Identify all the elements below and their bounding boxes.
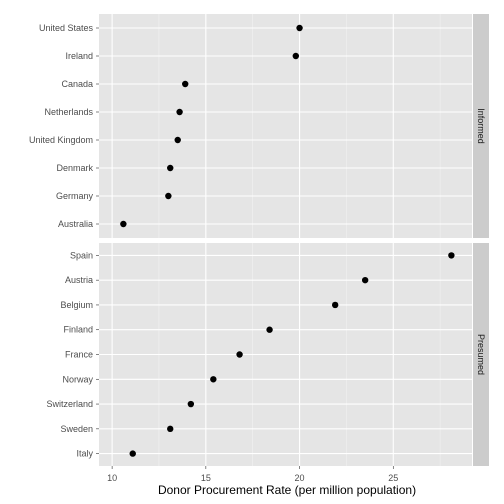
panel-informed: United States Ireland Canada Netherlands Uni…: [29, 14, 489, 238]
data-point: [210, 376, 217, 383]
x-axis-title: Donor Procurement Rate (per million popu…: [158, 483, 416, 497]
x-tick-label: 10: [107, 473, 117, 483]
y-tick-label: Norway: [62, 374, 93, 384]
facet-strip-label: Presumed: [476, 334, 486, 375]
panels-layer: United States Ireland Canada Netherlands Uni…: [29, 14, 489, 466]
data-point: [292, 52, 300, 60]
data-point: [236, 351, 243, 358]
y-tick-label: Ireland: [65, 51, 93, 61]
data-point: [331, 301, 339, 309]
x-axis: 10 15 20 25: [107, 466, 398, 483]
data-point: [187, 400, 195, 408]
y-tick-label: Spain: [70, 250, 93, 260]
data-point: [176, 108, 183, 116]
x-tick-label: 25: [388, 473, 398, 483]
facet-strip: [473, 243, 489, 466]
y-tick-label: Denmark: [56, 163, 93, 173]
y-tick-label: Austria: [65, 275, 93, 285]
y-tick-label: Finland: [63, 325, 93, 335]
y-tick-label: Switzerland: [46, 399, 93, 409]
facet-strip-label: Informed: [476, 108, 486, 144]
y-tick-label: France: [65, 350, 93, 360]
data-point: [296, 24, 303, 32]
x-tick-label: 15: [201, 473, 211, 483]
y-tick-label: Germany: [56, 191, 94, 201]
data-point: [174, 136, 181, 144]
data-point: [361, 276, 369, 284]
y-tick-label: Canada: [61, 79, 93, 89]
y-tick-label: Netherlands: [44, 107, 93, 117]
panel-background: [99, 14, 472, 238]
data-point: [167, 425, 174, 433]
data-point: [120, 220, 127, 228]
data-point: [266, 326, 273, 333]
x-tick-label: 20: [295, 473, 305, 483]
panel-presumed: Spain Austria Belgium Finland France Norway Sw…: [46, 243, 489, 466]
y-tick-label: United States: [39, 23, 94, 33]
data-point: [182, 80, 189, 88]
data-point: [448, 252, 455, 259]
facet-strip: [473, 14, 489, 238]
y-tick-label: United Kingdom: [29, 135, 93, 145]
y-tick-label: Sweden: [60, 424, 93, 434]
data-point: [129, 450, 136, 457]
y-tick-label: Italy: [76, 449, 93, 459]
y-tick-label: Australia: [58, 219, 93, 229]
data-point: [165, 192, 172, 200]
data-point: [167, 164, 174, 172]
y-tick-label: Belgium: [60, 300, 93, 310]
